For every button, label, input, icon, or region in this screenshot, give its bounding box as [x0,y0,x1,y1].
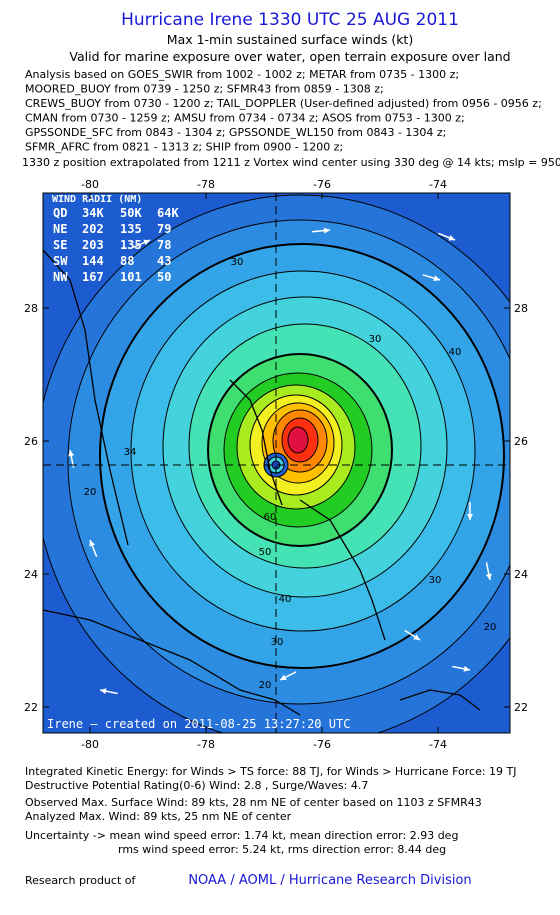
lon-label: -78 [197,738,215,751]
lat-label: 24 [24,568,38,581]
coastline [229,379,283,506]
footer-line: Integrated Kinetic Energy: for Winds > T… [25,765,517,778]
wind-radii-cell: NW [53,270,68,284]
coastline [43,609,301,716]
wind-radii-cell: QD [53,206,67,220]
footer-line: Destructive Potential Rating(0-6) Wind: … [25,779,368,792]
wind-arrow-head [323,227,330,234]
wind-arrow-head [68,450,75,457]
wind-radii-cell: SW [53,254,68,268]
footer-line: rms wind speed error: 5.24 kt, rms direc… [118,843,446,856]
contour-label: 40 [449,347,462,358]
wind-radii-cell: 64K [157,206,179,220]
contour-label: 30 [231,257,244,268]
lon-label: -76 [313,738,331,751]
lon-label: -74 [429,178,447,191]
contour-label: 30 [369,334,382,345]
wind-radii-cell: 202 [82,222,104,236]
lat-label: 24 [514,568,528,581]
contour-label: 40 [279,594,292,605]
wind-radii-cell: 34K [82,206,104,220]
org[interactable]: NOAA / AOML / Hurricane Research Divisio… [188,873,471,888]
contour-label: 30 [429,575,442,586]
coastline [43,249,129,546]
wind-radii-cell: 203 [82,238,104,252]
footer-line: Uncertainty -> mean wind speed error: 1.… [25,829,458,842]
lat-label: 26 [24,435,38,448]
analysis-line: MOORED_BUOY from 0739 - 1250 z; SFMR43 f… [25,83,384,96]
coastline [299,499,386,641]
footer-line: Observed Max. Surface Wind: 89 kts, 28 n… [25,796,482,809]
lon-label: -80 [81,178,99,191]
wind-arrow-head [280,674,287,680]
lat-label: 26 [514,435,528,448]
wind-radii-cell: 144 [82,254,104,268]
wind-radii-title: WIND RADII (NM) [52,194,142,205]
wind-radii-cell: 167 [82,270,104,284]
lat-label: 28 [24,302,38,315]
contour-label: 50 [259,547,272,558]
map: 30 40 30 20 34 50 60 40 30 20 30 20 WIND RADII (NM)Q… [43,193,510,733]
lon-label: -74 [429,738,447,751]
wind-radii-cell: 50K [120,206,142,220]
contour-label: 34 [124,447,137,458]
lat-label: 22 [514,701,528,714]
wind-radii-cell: 78 [157,238,171,252]
analysis-line: CREWS_BUOY from 0730 - 1200 z; TAIL_DOPP… [25,97,542,110]
position-note: 1330 z position extrapolated from 1211 z… [22,156,560,169]
wind-arrow-head [413,634,420,640]
contour-label: 20 [84,487,97,498]
wind-arrow-head [467,514,473,520]
wind-arrow-head [485,573,492,580]
contour-label: 30 [271,637,284,648]
wind-arrow-head [433,275,440,282]
title: Hurricane Irene 1330 UTC 25 AUG 2011 [121,10,459,30]
credit: Irene — created on 2011-08-25 13:27:20 U… [47,717,350,731]
contour-label: 60 [264,512,277,523]
wind-arrow-head [143,239,150,246]
subtitle: Max 1-min sustained surface winds (kt) [167,32,413,47]
coastline [399,689,481,711]
wind-radii-cell: 50 [157,270,171,284]
lon-label: -80 [81,738,99,751]
contour-label: 20 [484,622,497,633]
wind-radii-cell: 43 [157,254,171,268]
lat-label: 22 [24,701,38,714]
contour-label: 20 [259,680,272,691]
wind-contour [287,426,309,454]
wind-arrow-head [463,665,470,672]
wind-radii-cell: 79 [157,222,171,236]
research: Research product of [25,874,136,887]
analysis-line: SFMR_AFRC from 0821 - 1313 z; SHIP from … [25,141,343,154]
analysis-line: GPSSONDE_SFC from 0843 - 1304 z; GPSSOND… [25,126,446,139]
validity: Valid for marine exposure over water, op… [69,49,510,64]
wind-radii-cell: 101 [120,270,142,284]
wind-arrow-head [100,688,107,695]
wind-radii-cell: SE [53,238,67,252]
wind-radii-cell: 88 [120,254,134,268]
map-frame [42,192,511,734]
wind-radii-cell: 135 [120,222,142,236]
wind-radii-cell: NE [53,222,67,236]
wind-arrow-head [89,540,96,547]
footer-line: Analyzed Max. Wind: 89 kts, 25 nm NE of … [25,810,292,823]
analysis-line: CMAN from 0730 - 1259 z; AMSU from 0734 … [25,112,465,125]
wind-arrow-head [448,234,455,241]
lat-label: 28 [514,302,528,315]
analysis-line: Analysis based on GOES_SWIR from 1002 - … [25,68,459,81]
lon-label: -78 [197,178,215,191]
lon-label: -76 [313,178,331,191]
wind-radii-cell: 135 [120,238,142,252]
